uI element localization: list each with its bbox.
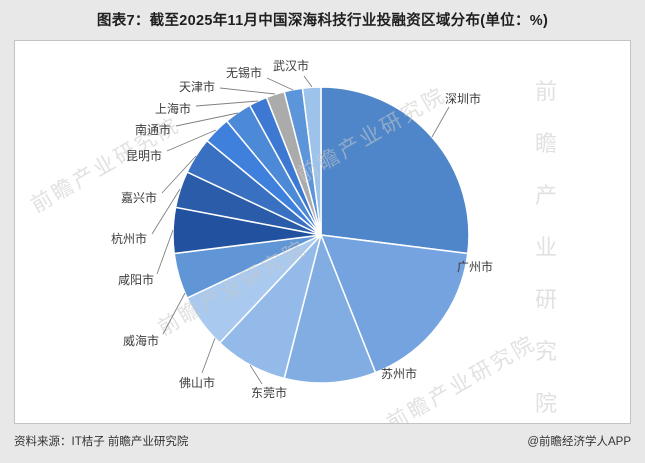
source-note: 资料来源：IT桔子 前瞻产业研究院: [14, 436, 189, 448]
pie-leader-5: [201, 337, 216, 374]
pie-leader-13: [219, 87, 276, 95]
pie-leader-1: [431, 106, 450, 138]
pie-label-10: 昆明市: [126, 148, 162, 163]
pie-label-2: 广州市: [457, 259, 493, 274]
pie-slice-2: [319, 234, 469, 374]
pie-label-15: 武汉市: [273, 58, 309, 73]
pie-leader-10: [166, 129, 217, 152]
pie-label-11: 南通市: [135, 122, 171, 137]
watermark-vertical-char-7: 院: [535, 391, 557, 416]
pie-label-4: 东莞市: [251, 385, 287, 400]
pie-label-9: 嘉兴市: [121, 190, 157, 205]
watermark-vertical-char-5: 研: [535, 287, 557, 312]
pie-label-12: 上海市: [155, 101, 191, 116]
pie-leader-14: [266, 77, 294, 91]
pie-slice-15: [301, 86, 322, 236]
pie-slice-1: [320, 86, 470, 255]
footer-bar: 资料来源：IT桔子 前瞻产业研究院 @前瞻经济学人APP: [14, 433, 631, 449]
pie-label-1: 深圳市: [445, 91, 481, 106]
chart-title: 图表7：截至2025年11月中国深海科技行业投融资区域分布(单位：%): [96, 13, 549, 29]
pie-label-8: 杭州市: [111, 231, 147, 246]
pie-label-13: 天津市: [179, 79, 215, 94]
watermark-vertical-char-2: 瞻: [535, 131, 557, 156]
pie-leader-11: [175, 112, 239, 127]
pie-label-5: 佛山市: [179, 375, 215, 390]
pie-label-3: 苏州市: [381, 366, 417, 381]
pie-leader-8: [151, 188, 181, 235]
pie-label-14: 无锡市: [226, 65, 262, 80]
pie-leader-15: [303, 75, 313, 88]
pie-leader-12: [195, 100, 259, 107]
credit-note: @前瞻经济学人APP: [527, 436, 631, 448]
pie-leader-4: [249, 364, 263, 385]
pie-leader-7: [156, 229, 174, 275]
pie-chart: 前瞻产业研究院前瞻产业研究院前瞻产业研究院前瞻产业研究院前瞻产业研究院深圳市广州…: [27, 58, 557, 423]
pie-label-7: 咸阳市: [118, 272, 154, 287]
watermark-vertical-char-3: 产: [535, 183, 557, 208]
watermark-vertical-char-4: 业: [535, 235, 557, 260]
pie-leader-6: [162, 292, 186, 335]
pie-leader-9: [161, 155, 197, 194]
watermark-vertical-char-1: 前: [535, 79, 557, 104]
watermark-vertical-char-6: 究: [535, 339, 557, 364]
pie-label-6: 威海市: [123, 333, 159, 348]
pie-slice-3: [283, 232, 377, 384]
plot-area: 前瞻产业研究院 前瞻产业研究院 前瞻产业研究院 前瞻产业研究院前瞻产业研究院深圳市 广州…: [14, 40, 631, 424]
